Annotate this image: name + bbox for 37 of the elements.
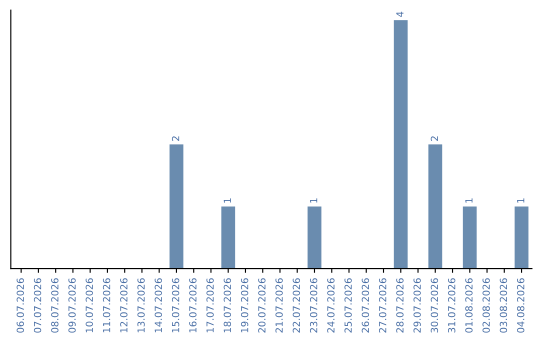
x-tick-label: 18.07.2026: [224, 278, 232, 332]
x-tick-label: 30.07.2026: [430, 278, 438, 333]
x-tick-label: 13.07.2026: [137, 278, 145, 332]
x-tick-label: 25.07.2026: [344, 278, 352, 333]
x-tick-label: 10.07.2026: [86, 278, 93, 332]
data-label: 1: [465, 198, 472, 203]
x-tick-label: 01.08.2026: [465, 278, 473, 333]
x-tick-label: 17.07.2026: [206, 278, 214, 332]
x-tick-label: 19.07.2026: [240, 278, 248, 332]
data-label: 1: [224, 198, 231, 203]
x-tick-label: 14.07.2026: [154, 278, 162, 332]
x-tick-label: 11.07.2026: [102, 278, 110, 332]
x-tick-label: 12.07.2026: [120, 278, 128, 332]
x-tick-label: 04.08.2026: [517, 278, 524, 333]
data-label: 1: [517, 198, 524, 203]
data-label: 2: [172, 136, 180, 141]
x-tick-label: 31.07.2026: [448, 278, 456, 333]
x-tick-label: 21.07.2026: [275, 278, 283, 333]
x-tick-label: 02.08.2026: [482, 278, 490, 333]
x-tick-label: 20.07.2026: [258, 278, 266, 333]
x-tick-label: 08.07.2026: [51, 278, 58, 333]
x-tick-label: 28.07.2026: [396, 278, 404, 333]
x-tick-label: 22.07.2026: [292, 278, 300, 333]
x-tick-label: 27.07.2026: [378, 278, 386, 333]
x-tick-label: 09.07.2026: [68, 278, 76, 333]
data-label: 1: [310, 198, 318, 203]
x-tick-label: 29.07.2026: [413, 278, 421, 333]
data-label: 2: [430, 136, 438, 141]
x-tick-label: 15.07.2026: [172, 278, 180, 332]
x-tick-label: 26.07.2026: [362, 278, 370, 333]
x-tick-label: 07.07.2026: [34, 278, 42, 333]
data-label: 4: [396, 12, 404, 17]
x-tick-label: 16.07.2026: [189, 278, 197, 332]
x-tick-label: 06.07.2026: [16, 278, 24, 333]
x-tick-label: 03.08.2026: [500, 278, 508, 333]
x-tick-label: 23.07.2026: [310, 278, 318, 333]
x-tick-label: 24.07.2026: [327, 278, 335, 333]
